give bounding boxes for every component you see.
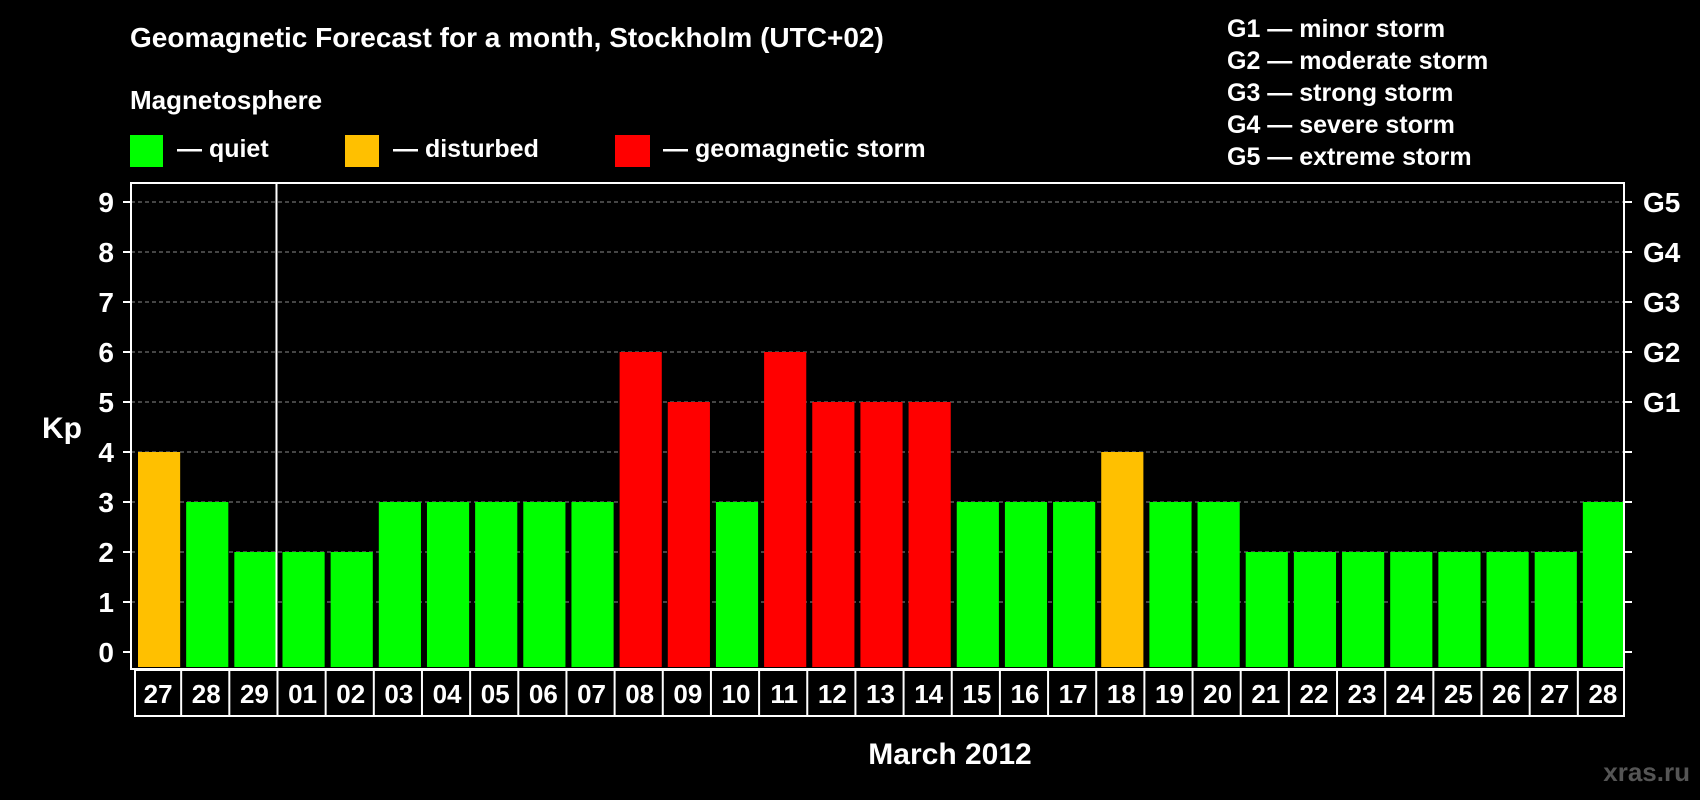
- x-tick-label: 29: [240, 679, 269, 709]
- bars: [138, 352, 1625, 667]
- storm-scale-g3: G3 — strong storm: [1227, 79, 1453, 107]
- x-tick-label: 21: [1251, 679, 1280, 709]
- bar-27-0: [138, 452, 181, 667]
- y-tick-label: 2: [98, 537, 114, 568]
- y-tick-label: 9: [98, 187, 114, 218]
- bar-15-17: [956, 502, 999, 667]
- legend-label-disturbed: — disturbed: [393, 135, 539, 163]
- bar-14-16: [908, 402, 951, 667]
- bar-26-28: [1486, 552, 1529, 667]
- y-tick-label: 8: [98, 237, 114, 268]
- bar-07-9: [571, 502, 614, 667]
- storm-scale-g2: G2 — moderate storm: [1227, 47, 1488, 75]
- x-tick-label: 15: [962, 679, 991, 709]
- x-tick-label: 23: [1348, 679, 1377, 709]
- bar-12-14: [812, 402, 855, 667]
- x-tick-label: 27: [1540, 679, 1569, 709]
- x-tick-label: 08: [625, 679, 654, 709]
- legend-swatch-storm: [615, 135, 650, 167]
- bar-02-4: [330, 552, 373, 667]
- x-tick-label: 12: [818, 679, 847, 709]
- watermark: xras.ru: [1603, 757, 1690, 787]
- right-axis-label-g2: G2: [1643, 337, 1680, 368]
- bar-18-20: [1101, 452, 1144, 667]
- x-tick-label: 26: [1492, 679, 1521, 709]
- y-tick-label: 4: [98, 437, 114, 468]
- x-tick-label: 02: [336, 679, 365, 709]
- bar-22-24: [1293, 552, 1337, 667]
- x-tick-label: 14: [914, 679, 943, 709]
- bar-10-12: [715, 502, 759, 667]
- x-tick-label: 09: [673, 679, 702, 709]
- bar-25-27: [1438, 552, 1481, 667]
- chart-title: Geomagnetic Forecast for a month, Stockh…: [130, 22, 884, 53]
- x-axis-label: March 2012: [868, 738, 1031, 771]
- legend-label-storm: — geomagnetic storm: [663, 135, 926, 163]
- bar-08-10: [619, 352, 662, 667]
- storm-scale-g1: G1 — minor storm: [1227, 15, 1445, 43]
- x-tick-label: 05: [481, 679, 510, 709]
- x-labels-box: [134, 669, 1625, 717]
- x-tick-label: 28: [1588, 679, 1617, 709]
- x-tick-label: 11: [770, 679, 798, 709]
- legend-label-quiet: — quiet: [177, 135, 269, 163]
- right-axis-label-g1: G1: [1643, 387, 1680, 418]
- bar-13-15: [860, 402, 903, 667]
- y-axis-label: Kp: [42, 412, 82, 445]
- x-tick-label: 24: [1396, 679, 1425, 709]
- bar-05-7: [475, 502, 518, 667]
- bar-04-6: [426, 502, 470, 667]
- x-tick-label: 13: [866, 679, 895, 709]
- storm-scale-g4: G4 — severe storm: [1227, 111, 1455, 139]
- right-axis-label-g3: G3: [1643, 287, 1680, 318]
- x-tick-label: 19: [1155, 679, 1184, 709]
- bar-09-11: [667, 402, 710, 667]
- bar-24-26: [1390, 552, 1433, 667]
- bar-23-25: [1342, 552, 1385, 667]
- x-tick-label: 03: [384, 679, 413, 709]
- x-tick-label: 06: [529, 679, 558, 709]
- x-tick-label: 28: [192, 679, 221, 709]
- y-tick-label: 7: [98, 287, 114, 318]
- bar-27-29: [1534, 552, 1577, 667]
- bar-28-30: [1582, 502, 1625, 667]
- y-tick-label: 3: [98, 487, 114, 518]
- right-axis-label-g4: G4: [1643, 237, 1681, 268]
- x-tick-label: 16: [1011, 679, 1040, 709]
- bar-06-8: [523, 502, 566, 667]
- x-tick-label: 10: [722, 679, 751, 709]
- legend-heading: Magnetosphere: [130, 85, 322, 115]
- bar-01-3: [282, 552, 325, 667]
- x-tick-label: 17: [1059, 679, 1088, 709]
- x-tick-label: 22: [1299, 679, 1328, 709]
- x-tick-label: 04: [433, 679, 462, 709]
- x-tick-labels: 27 28 29 01 02 03 04 05 06 07 08 09 10 11 12 13 14 15 16 17…: [134, 669, 1625, 717]
- x-tick-label: 20: [1203, 679, 1232, 709]
- y-tick-label: 6: [98, 337, 114, 368]
- legend-swatch-disturbed: [345, 135, 379, 167]
- y-tick-label: 1: [98, 587, 114, 618]
- x-tick-label: 01: [288, 679, 317, 709]
- storm-scale-g5: G5 — extreme storm: [1227, 143, 1472, 171]
- bar-28-1: [186, 502, 229, 667]
- x-tick-label: 18: [1107, 679, 1136, 709]
- y-tick-label: 5: [98, 387, 114, 418]
- bar-16-18: [1004, 502, 1048, 667]
- x-tick-label: 07: [577, 679, 606, 709]
- bar-17-19: [1053, 502, 1096, 667]
- x-tick-label: 25: [1444, 679, 1473, 709]
- bar-20-22: [1197, 502, 1240, 667]
- bar-19-21: [1149, 502, 1192, 667]
- bar-11-13: [764, 352, 807, 667]
- bar-03-5: [378, 502, 421, 667]
- bar-29-2: [234, 552, 277, 667]
- right-axis-label-g5: G5: [1643, 187, 1680, 218]
- bar-21-23: [1245, 552, 1288, 667]
- x-tick-label: 27: [144, 679, 173, 709]
- legend-swatch-quiet: [130, 135, 163, 167]
- y-tick-label: 0: [98, 637, 114, 668]
